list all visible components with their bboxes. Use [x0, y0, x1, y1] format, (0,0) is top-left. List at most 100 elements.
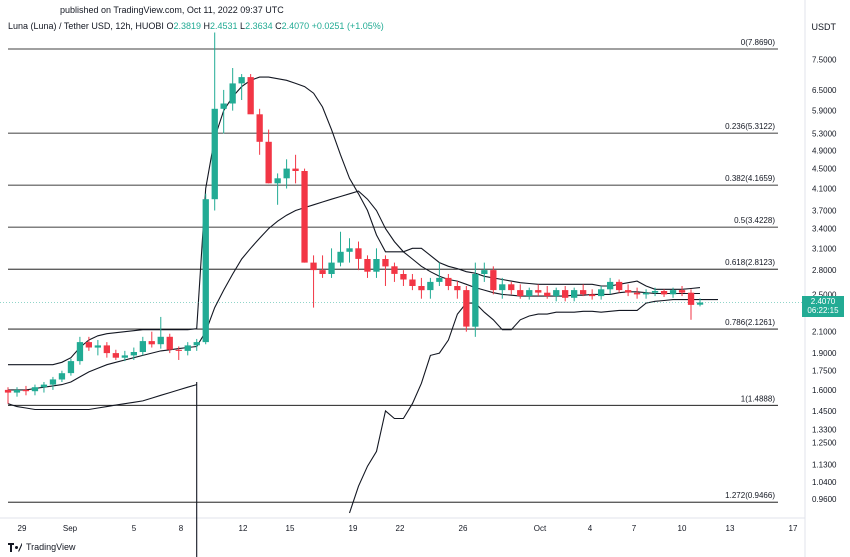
candle-body [553, 290, 560, 297]
tradingview-logo-icon [8, 542, 22, 552]
last-price-tag: 2.4070 06:22:15 [802, 296, 844, 317]
published-header: published on TradingView.com, Oct 11, 20… [60, 5, 284, 15]
x-tick-label: 8 [179, 524, 184, 533]
x-tick-label: 13 [726, 524, 735, 533]
fib-level-label: 0.618(2.8123) [725, 258, 775, 267]
fib-level-label: 1.272(0.9466) [725, 491, 775, 500]
low-label: L [240, 21, 246, 31]
y-tick-label: 1.4500 [812, 407, 837, 416]
close-label: C [275, 21, 282, 31]
middle-band-line [8, 190, 700, 391]
candle-body [373, 259, 380, 272]
candle-body [337, 251, 344, 263]
change-value: +0.0251 (+1.05%) [311, 21, 384, 31]
candle-body [58, 373, 66, 380]
candle-body [490, 270, 497, 291]
candle-body [112, 353, 119, 358]
candle-body [175, 349, 182, 351]
x-tick-label: 10 [678, 524, 687, 533]
candle-body [22, 389, 30, 392]
candle-body [76, 342, 84, 362]
candle-body [481, 270, 488, 274]
candle-body [157, 336, 164, 345]
candle-body [265, 141, 272, 184]
candle-body [535, 290, 542, 293]
candle-body [283, 168, 290, 179]
candle-body [625, 290, 632, 293]
candle-body [94, 345, 101, 348]
tradingview-brand[interactable]: TradingView [8, 542, 76, 552]
x-tick-label: 19 [349, 524, 358, 533]
y-tick-label: 7.5000 [812, 55, 837, 64]
y-tick-label: 2.5000 [812, 290, 837, 299]
candle-body [346, 248, 353, 252]
candle-body [499, 284, 506, 291]
y-tick-label: 1.9000 [812, 349, 837, 358]
low-value: 2.3634 [245, 21, 273, 31]
candle-body [454, 286, 461, 291]
candle-body [696, 302, 704, 305]
candle-body [319, 270, 326, 274]
fib-level-label: 0.236(5.3122) [725, 122, 775, 131]
symbol-legend: Luna (Luna) / Tether USD, 12h, HUOBI O2.… [8, 21, 384, 31]
y-tick-label: 1.7500 [812, 367, 837, 376]
candle-body [292, 168, 299, 171]
upper-band-line [8, 76, 701, 366]
candle-body [508, 284, 515, 291]
candle-body [229, 83, 236, 104]
candle-body [13, 389, 21, 393]
last-price-value: 2.4070 [810, 297, 836, 306]
candle-body [660, 291, 668, 295]
candle-body [247, 77, 254, 115]
candle-body [382, 259, 389, 267]
open-value: 2.3819 [173, 21, 201, 31]
candle-body [589, 294, 596, 297]
candle-body [211, 108, 218, 200]
fib-level-label: 1(1.4888) [741, 394, 776, 403]
x-tick-label: Sep [63, 524, 78, 533]
lower-band-line [7, 299, 718, 514]
y-tick-label: 3.7000 [812, 206, 837, 215]
candle-body [274, 178, 281, 184]
candle-body [328, 262, 335, 274]
candle-body [85, 342, 92, 348]
y-tick-label: 4.1000 [812, 185, 837, 194]
y-tick-label: 1.6000 [812, 386, 837, 395]
candle-body [544, 292, 551, 297]
candle-body [103, 345, 110, 354]
candle-body [607, 281, 614, 290]
y-tick-label: 4.5000 [812, 165, 837, 174]
x-tick-label: 12 [239, 524, 248, 533]
candle-body [256, 114, 263, 142]
candle-body [238, 77, 245, 84]
y-tick-label: 5.3000 [812, 130, 837, 139]
x-tick-label: 5 [132, 524, 137, 533]
candle-body [687, 292, 695, 305]
x-tick-label: 22 [396, 524, 405, 533]
candle-body [616, 281, 623, 291]
candle-body [445, 277, 452, 286]
fib-level-label: 0.382(4.1659) [725, 174, 775, 183]
candle-body [427, 281, 434, 291]
candle-body [391, 266, 398, 274]
axis-unit: USDT [811, 22, 837, 32]
candle-body [166, 336, 173, 350]
candle-body [148, 341, 155, 345]
open-label: O [166, 21, 174, 31]
candle-body [678, 290, 686, 293]
brand-label: TradingView [26, 542, 76, 552]
fib-level-label: 0.786(2.1261) [725, 318, 775, 327]
y-tick-label: 1.0400 [812, 478, 837, 487]
candle-body [355, 248, 362, 259]
fib-level-label: 0(7.8690) [741, 38, 776, 47]
high-label: H [203, 21, 211, 31]
close-value: 2.4070 [281, 21, 310, 31]
y-tick-label: 1.2500 [812, 439, 837, 448]
candle-body [193, 342, 200, 346]
candle-body [121, 355, 128, 358]
candle-body [651, 291, 659, 293]
x-tick-label: 7 [632, 524, 637, 533]
candle-body [436, 277, 443, 282]
candle-body [301, 171, 308, 263]
